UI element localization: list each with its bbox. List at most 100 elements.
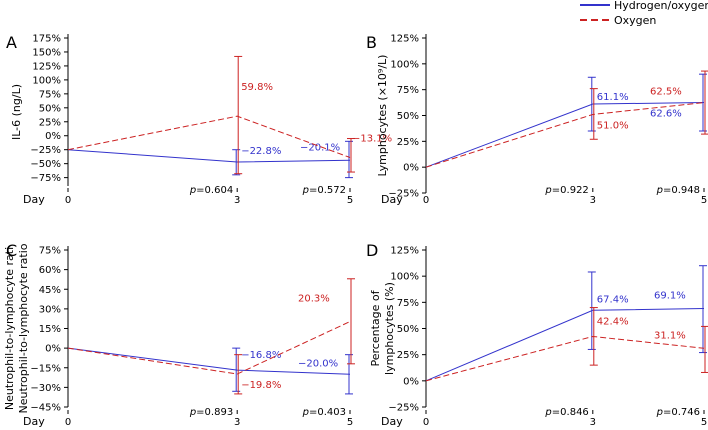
- y-tick-label: 30%: [39, 304, 61, 315]
- data-label: 69.1%: [654, 291, 686, 302]
- x-tick-label: 5: [701, 195, 707, 206]
- series-line-hydrogen: [67, 347, 351, 375]
- y-tick-label: 0%: [45, 344, 61, 355]
- x-tick-label: 0: [65, 195, 71, 206]
- p-value-label: p=0.746: [656, 407, 700, 418]
- panel-letter: C: [6, 241, 17, 260]
- y-tick-label: 75%: [39, 246, 61, 257]
- p-value-label: p=0.846: [544, 407, 588, 418]
- y-axis-label: lymphocytes (%): [383, 282, 396, 375]
- series-line-hydrogen: [67, 149, 351, 163]
- y-tick-label: −25%: [388, 189, 419, 200]
- legend-label-oxygen: Oxygen: [614, 14, 656, 27]
- data-label: 20.3%: [298, 294, 330, 305]
- x-tick-label: 3: [590, 195, 596, 206]
- y-tick-label: 15%: [39, 324, 61, 335]
- data-label: 61.1%: [597, 92, 629, 103]
- y-tick-label: −25%: [388, 403, 419, 414]
- y-tick-label: −50%: [30, 159, 61, 170]
- y-axis-label: IL-6 (ng/L): [10, 84, 23, 140]
- y-tick-label: 75%: [397, 298, 419, 309]
- y-tick-label: 100%: [390, 59, 419, 70]
- y-tick-label: 100%: [32, 75, 61, 86]
- x-axis-label: Day: [23, 415, 45, 428]
- p-value-label: p=0.893: [189, 407, 233, 418]
- data-label: −19.8%: [241, 380, 281, 391]
- y-tick-label: 60%: [39, 265, 61, 276]
- x-axis-label: Day: [381, 193, 403, 206]
- x-tick-label: 0: [423, 195, 429, 206]
- x-tick-label: 5: [701, 417, 707, 428]
- panel-letter: B: [366, 33, 377, 52]
- y-tick-label: 25%: [397, 350, 419, 361]
- y-tick-label: 50%: [397, 111, 419, 122]
- y-tick-label: −25%: [30, 145, 61, 156]
- data-label: −16.8%: [241, 350, 281, 361]
- data-label: −13.1%: [352, 134, 392, 145]
- y-tick-label: 75%: [39, 89, 61, 100]
- data-label: −20.0%: [298, 358, 338, 369]
- series-line-oxygen: [67, 115, 351, 158]
- x-tick-label: 5: [347, 417, 353, 428]
- y-tick-label: 25%: [397, 137, 419, 148]
- y-tick-label: −15%: [30, 363, 61, 374]
- y-axis-label: Neutrophil-to-lymphocyte rati: [3, 247, 16, 410]
- y-tick-label: −30%: [30, 383, 61, 394]
- y-tick-label: 125%: [32, 61, 61, 72]
- p-value-label: p=0.572: [302, 185, 346, 196]
- series-line-oxygen: [425, 335, 705, 382]
- legend-label-hydrogen: Hydrogen/oxygen: [614, 0, 708, 12]
- y-tick-label: 50%: [39, 103, 61, 114]
- y-tick-label: 50%: [397, 324, 419, 335]
- series-line-oxygen: [425, 102, 705, 168]
- data-label: 62.6%: [650, 108, 682, 119]
- data-label: 62.5%: [650, 87, 682, 98]
- p-value-label: p=0.922: [544, 185, 588, 196]
- x-tick-label: 3: [234, 417, 240, 428]
- y-tick-label: 150%: [32, 47, 61, 58]
- y-tick-label: 0%: [403, 376, 419, 387]
- x-axis-label: Day: [381, 415, 403, 428]
- data-label: 67.4%: [597, 294, 629, 305]
- y-tick-label: 0%: [45, 131, 61, 142]
- panel-letter: A: [6, 33, 17, 52]
- x-tick-label: 3: [590, 417, 596, 428]
- x-tick-label: 5: [347, 195, 353, 206]
- y-tick-label: 0%: [403, 163, 419, 174]
- y-tick-label: 45%: [39, 285, 61, 296]
- series-line-hydrogen: [425, 101, 705, 168]
- y-axis-label: Percentage of: [369, 289, 382, 366]
- y-tick-label: 25%: [39, 117, 61, 128]
- data-label: 42.4%: [597, 316, 629, 327]
- data-label: 31.1%: [654, 330, 686, 341]
- series-line-oxygen: [67, 321, 351, 375]
- y-axis-label: Neutrophil-to-lymphocyte ratio: [17, 243, 30, 413]
- data-label: 51.0%: [597, 120, 629, 131]
- panel-letter: D: [366, 241, 378, 260]
- legend: Hydrogen/oxygen Oxygen: [580, 0, 708, 27]
- p-value-label: p=0.403: [302, 407, 346, 418]
- y-tick-label: −75%: [30, 173, 61, 184]
- y-tick-label: 75%: [397, 85, 419, 96]
- y-tick-label: 100%: [390, 272, 419, 283]
- panel-a: A IL-6 (ng/L) −75% −50% −25% 0% 25% 50% 75% 100% 1…: [6, 33, 392, 206]
- x-tick-label: 3: [234, 195, 240, 206]
- x-axis-label: Day: [23, 193, 45, 206]
- y-tick-label: 125%: [390, 246, 419, 257]
- p-value-label: p=0.604: [189, 185, 233, 196]
- series-line-hydrogen: [425, 308, 705, 382]
- panel-b: B Lymphocytes (×10⁹/L) −25% 0% 25% 50% 75% 100%…: [366, 33, 708, 206]
- data-label: −22.8%: [241, 146, 281, 157]
- p-value-label: p=0.948: [656, 185, 700, 196]
- x-tick-label: 0: [423, 417, 429, 428]
- y-axis-label: Lymphocytes (×10⁹/L): [376, 55, 389, 177]
- data-label: −20.1%: [300, 142, 340, 153]
- y-tick-label: 175%: [32, 34, 61, 45]
- y-tick-label: −45%: [30, 403, 61, 414]
- x-tick-label: 0: [65, 417, 71, 428]
- data-label: 59.8%: [241, 82, 273, 93]
- y-tick-label: 125%: [390, 34, 419, 45]
